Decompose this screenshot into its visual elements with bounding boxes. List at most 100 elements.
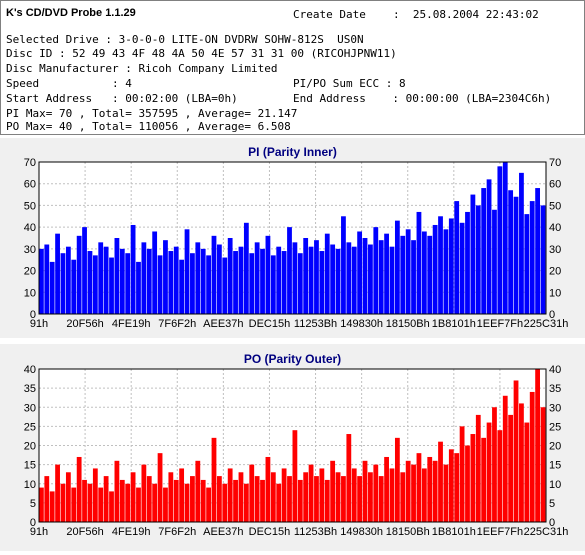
data-bar [190, 253, 195, 314]
disc-id: Disc ID : 52 49 43 4F 48 4A 50 4E 57 31 … [6, 47, 397, 60]
data-bar [281, 468, 287, 522]
data-bar [260, 479, 265, 522]
data-bar [378, 240, 384, 314]
data-bar [497, 166, 503, 314]
data-bar [341, 476, 346, 522]
data-bar [211, 235, 217, 314]
data-bar [190, 476, 195, 522]
y-tick-label-right: 0 [549, 309, 555, 321]
data-bar [238, 472, 244, 522]
data-bar [421, 231, 427, 314]
data-bar [513, 196, 519, 314]
data-bar [39, 248, 44, 314]
data-bar [249, 253, 255, 314]
data-bar [60, 253, 66, 314]
data-bar [173, 246, 179, 314]
data-bar [136, 261, 141, 314]
x-tick-label: 18150Bh [386, 318, 430, 330]
y-tick-label-right: 0 [549, 517, 555, 529]
y-tick-label-right: 10 [549, 287, 561, 299]
data-bar [346, 242, 352, 314]
data-bar [465, 445, 470, 522]
data-bar [421, 468, 427, 522]
data-bar [152, 483, 158, 522]
data-bar [227, 238, 233, 314]
x-tick-label: 149830h [340, 318, 383, 330]
data-bar [109, 491, 114, 522]
data-bar [346, 434, 352, 522]
x-tick-label: 149830h [340, 526, 383, 538]
data-bar [351, 468, 357, 522]
data-bar [141, 242, 147, 314]
data-bar [535, 188, 541, 314]
data-bar [416, 211, 422, 314]
data-bar [448, 218, 454, 314]
data-bar [103, 246, 109, 314]
data-bar [384, 456, 389, 522]
data-bar [179, 468, 185, 522]
data-bar [362, 460, 368, 522]
data-bar [243, 222, 249, 314]
data-bar [443, 464, 449, 522]
x-tick-label: 20F56h [66, 526, 103, 538]
x-tick-label: 1EEF7Fh [477, 318, 523, 330]
data-bar [427, 456, 433, 522]
data-bar [82, 479, 87, 522]
data-bar [492, 209, 497, 314]
data-bar [173, 479, 179, 522]
y-tick-label-right: 40 [549, 364, 561, 376]
disc-info-panel: K's CD/DVD Probe 1.1.29 Create Date : 25… [0, 0, 585, 135]
x-tick-label: 91h [30, 526, 48, 538]
po-chart: PO (Parity Outer) 0 0 5 5 10 10 15 15 20 20 25 25 30 3… [24, 352, 569, 538]
data-bar [438, 216, 443, 314]
x-tick-label: 1EEF7Fh [477, 526, 523, 538]
plot-border [38, 368, 547, 523]
data-bar [168, 472, 174, 522]
y-tick-label-right: 35 [549, 383, 561, 395]
data-bar [454, 201, 460, 314]
data-bar [492, 407, 497, 522]
data-bar [92, 468, 98, 522]
data-bar [330, 244, 336, 314]
data-bar [319, 251, 325, 314]
data-bar [529, 201, 535, 314]
data-bar [481, 437, 487, 522]
x-tick-label: 7F6F2h [158, 318, 196, 330]
start-address: Start Address : 00:02:00 (LBA=0h) [6, 92, 238, 105]
data-bar [141, 464, 147, 522]
data-bar [540, 407, 546, 522]
data-bar [362, 238, 368, 314]
data-bar [400, 235, 406, 314]
x-tick-label: 91h [30, 318, 48, 330]
data-bar [335, 472, 341, 522]
data-bar [276, 483, 282, 522]
data-bar [486, 179, 492, 314]
data-bar [179, 259, 185, 314]
data-bar [238, 246, 244, 314]
data-bar [146, 476, 152, 522]
y-tick-label-right: 50 [549, 200, 561, 212]
data-bar [114, 238, 120, 314]
data-bar [152, 231, 158, 314]
data-bar [200, 248, 206, 314]
data-bar [513, 380, 519, 522]
data-bar [465, 211, 470, 314]
data-bar [405, 460, 411, 522]
data-bar [308, 464, 314, 522]
data-bar [114, 460, 120, 522]
y-tick-label-left: 70 [24, 157, 36, 169]
data-bar [39, 487, 44, 522]
data-bar [432, 460, 438, 522]
data-bar [222, 257, 228, 314]
y-tick-label-right: 60 [549, 179, 561, 191]
data-bar [432, 224, 438, 314]
data-bar [292, 430, 298, 522]
data-bar [540, 205, 546, 314]
data-bar [394, 220, 400, 314]
data-bar [351, 246, 357, 314]
data-bar [287, 227, 292, 314]
data-bar [502, 395, 508, 522]
x-tick-label: 4FE19h [112, 526, 151, 538]
y-tick-label-left: 25 [24, 421, 36, 433]
x-tick-label: 7F6F2h [158, 526, 196, 538]
